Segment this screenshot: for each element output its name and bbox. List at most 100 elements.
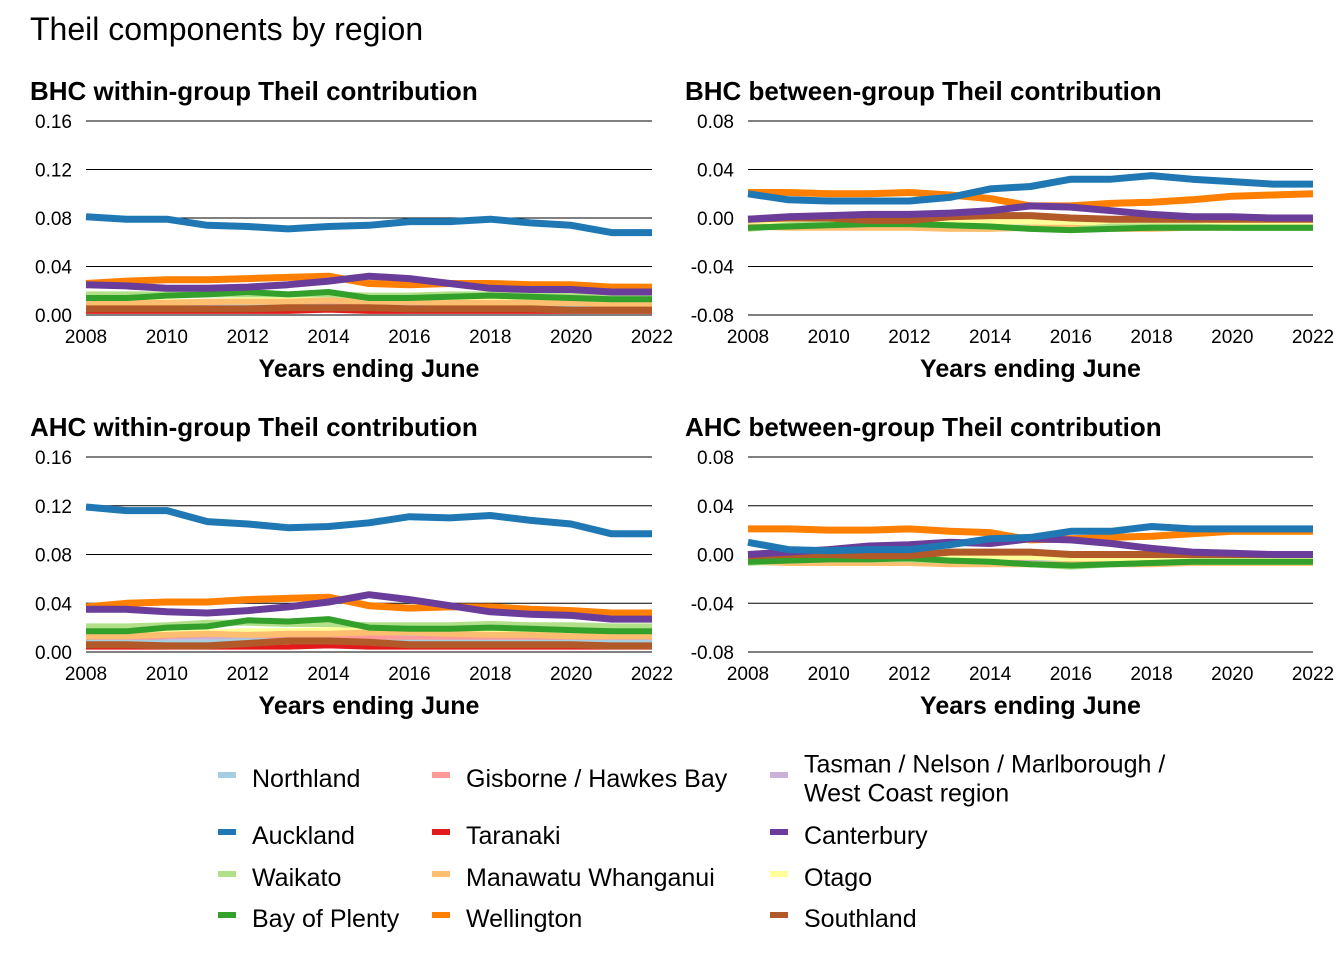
legend-label: Bay of Plenty bbox=[252, 905, 400, 933]
panel-2: BHC between-group Theil contribution -0.0… bbox=[685, 76, 1334, 383]
y-tick-label: 0.08 bbox=[697, 448, 734, 469]
x-tick-label: 2022 bbox=[1292, 664, 1334, 685]
y-tick-label: -0.08 bbox=[691, 306, 734, 327]
legend-label: West Coast region bbox=[804, 780, 1009, 808]
y-tick-label: 0.16 bbox=[35, 112, 72, 133]
series-line-wellington bbox=[85, 272, 652, 291]
x-tick-label: 2008 bbox=[727, 664, 769, 685]
x-tick-label: 2012 bbox=[888, 327, 930, 348]
series-line-auckland bbox=[85, 213, 652, 237]
series-line-canterbury bbox=[85, 272, 652, 296]
y-tick-label: 0.04 bbox=[697, 161, 734, 182]
legend-item-tasman-nelson-marlborough-west-coast-region: Tasman / Nelson / Marlborough /West Coas… bbox=[770, 751, 1165, 808]
x-tick-label: 2018 bbox=[469, 664, 511, 685]
legend-label: Tasman / Nelson / Marlborough / bbox=[804, 751, 1165, 779]
panel-title: AHC within-group Theil contribution bbox=[30, 412, 478, 442]
legend-label: Otago bbox=[804, 864, 872, 892]
legend-label: Taranaki bbox=[466, 822, 561, 850]
x-tick-label: 2010 bbox=[808, 664, 850, 685]
x-tick-label: 2020 bbox=[1211, 327, 1253, 348]
x-tick-label: 2016 bbox=[388, 664, 430, 685]
x-tick-label: 2020 bbox=[1211, 664, 1253, 685]
legend-item-bay-of-plenty: Bay of Plenty bbox=[218, 905, 400, 933]
series-line-bay-of-plenty bbox=[747, 221, 1313, 234]
legend-item-southland: Southland bbox=[770, 905, 917, 933]
x-tick-label: 2014 bbox=[307, 664, 350, 685]
series-lines bbox=[747, 172, 1314, 234]
y-tick-label: 0.00 bbox=[35, 643, 72, 664]
legend-item-manawatu-whanganui: Manawatu Whanganui bbox=[432, 864, 715, 892]
x-tick-label: 2020 bbox=[550, 664, 592, 685]
x-tick-label: 2012 bbox=[888, 664, 930, 685]
series-line-canterbury bbox=[747, 202, 1313, 223]
legend-item-auckland: Auckland bbox=[218, 822, 355, 850]
y-tick-label: 0.04 bbox=[35, 594, 72, 615]
x-axis-label: Years ending June bbox=[259, 355, 480, 383]
y-tick-label: -0.08 bbox=[691, 643, 734, 664]
x-axis-label: Years ending June bbox=[259, 692, 480, 720]
x-tick-label: 2010 bbox=[146, 664, 188, 685]
x-tick-label: 2008 bbox=[65, 327, 107, 348]
y-tick-label: 0.08 bbox=[35, 209, 72, 230]
legend-label: Wellington bbox=[466, 905, 582, 933]
panels: BHC within-group Theil contribution 0.00 0… bbox=[30, 76, 1334, 720]
series-line-auckland bbox=[85, 503, 652, 538]
y-tick-label: 0.12 bbox=[35, 497, 72, 518]
x-tick-label: 2022 bbox=[1292, 327, 1334, 348]
y-tick-label: 0.04 bbox=[35, 258, 72, 279]
panel-3: AHC within-group Theil contribution 0.00 0… bbox=[30, 412, 673, 720]
series-lines bbox=[747, 523, 1313, 570]
x-tick-label: 2018 bbox=[1130, 664, 1172, 685]
x-tick-label: 2020 bbox=[550, 327, 592, 348]
series-line-southland bbox=[86, 304, 652, 314]
panel-4: AHC between-group Theil contribution -0.0… bbox=[685, 412, 1334, 720]
series-line-canterbury bbox=[86, 591, 652, 623]
series-line-auckland bbox=[747, 172, 1313, 205]
y-tick-label: 0.04 bbox=[697, 497, 734, 518]
y-tick-label: -0.04 bbox=[691, 258, 735, 279]
x-tick-label: 2016 bbox=[1050, 664, 1092, 685]
y-tick-label: 0.00 bbox=[35, 306, 72, 327]
x-tick-label: 2016 bbox=[388, 327, 430, 348]
legend-item-northland: Northland bbox=[218, 765, 360, 793]
legend-label: Southland bbox=[804, 905, 917, 933]
legend-label: Waikato bbox=[252, 864, 341, 892]
series-line-manawatu-whanganui bbox=[86, 297, 652, 308]
y-tick-label: 0.08 bbox=[697, 112, 734, 133]
x-tick-label: 2022 bbox=[631, 664, 673, 685]
x-tick-label: 2014 bbox=[969, 664, 1012, 685]
x-axis-label: Years ending June bbox=[920, 355, 1141, 383]
legend-label: Manawatu Whanganui bbox=[466, 864, 715, 892]
figure-title: Theil components by region bbox=[30, 11, 423, 47]
x-axis-label: Years ending June bbox=[920, 692, 1141, 720]
series-lines bbox=[85, 213, 652, 314]
legend-item-otago: Otago bbox=[770, 864, 872, 892]
y-tick-label: 0.12 bbox=[35, 161, 72, 182]
y-tick-label: -0.04 bbox=[691, 594, 735, 615]
x-tick-label: 2010 bbox=[146, 327, 188, 348]
series-lines bbox=[85, 503, 652, 650]
legend-item-canterbury: Canterbury bbox=[770, 822, 928, 850]
y-tick-label: 0.00 bbox=[697, 546, 734, 567]
series-line-auckland bbox=[747, 523, 1313, 555]
series-line-bay-of-plenty bbox=[86, 616, 652, 635]
series-line-bay-of-plenty bbox=[86, 289, 652, 303]
x-tick-label: 2018 bbox=[469, 327, 511, 348]
legend-label: Gisborne / Hawkes Bay bbox=[466, 765, 728, 793]
legend-label: Northland bbox=[252, 765, 360, 793]
legend: Northland Auckland Waikato Bay of Plenty Gis… bbox=[218, 751, 1165, 933]
panel-title: AHC between-group Theil contribution bbox=[685, 412, 1162, 442]
y-tick-label: 0.16 bbox=[35, 448, 72, 469]
y-tick-label: 0.08 bbox=[35, 546, 72, 567]
x-tick-label: 2014 bbox=[969, 327, 1012, 348]
legend-label: Auckland bbox=[252, 822, 355, 850]
series-line-manawatu-whanganui bbox=[86, 629, 652, 640]
panel-1: BHC within-group Theil contribution 0.00 0… bbox=[30, 76, 673, 383]
panel-title: BHC between-group Theil contribution bbox=[685, 76, 1162, 106]
panel-title: BHC within-group Theil contribution bbox=[30, 76, 478, 106]
x-tick-label: 2008 bbox=[727, 327, 769, 348]
x-tick-label: 2012 bbox=[227, 664, 269, 685]
series-line-bay-of-plenty bbox=[747, 555, 1313, 569]
